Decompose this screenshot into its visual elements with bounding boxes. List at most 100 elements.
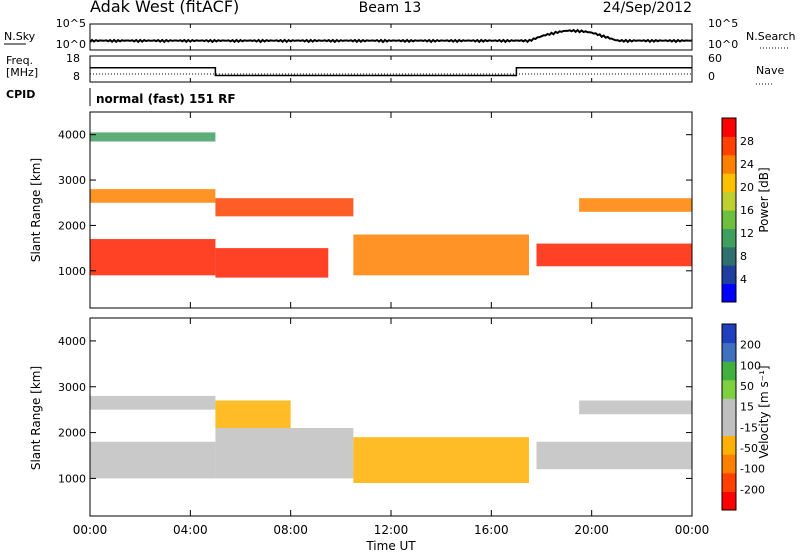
data-region-4 [215,198,354,217]
power-panel: 4000 3000 2000 1000 Slant Range [km] 28 24 20… [29,111,771,309]
colorbar-swatch [722,472,736,492]
colorbar-swatch [722,191,736,211]
colorbar-swatch [722,154,736,174]
y-tick-label: 2000 [58,219,86,232]
data-region-1 [90,189,216,203]
data-region-3 [215,400,291,428]
data-region-2 [215,428,354,479]
velocity-ylabel: Slant Range [km] [29,366,43,470]
data-region-6 [536,243,692,267]
nsky-label: N.Sky [4,30,36,43]
noise-right-tick-top: 10^5 [708,17,738,30]
colorbar-tick-label: 15 [740,401,754,414]
velocity-y-ticks: 4000 3000 2000 1000 [58,335,692,485]
colorbar-tick-label: 50 [740,380,754,393]
power-ylabel: Slant Range [km] [29,158,43,262]
y-tick-label: 4000 [58,129,86,142]
x-tick-label: 00:00 [675,523,710,537]
freq-trace [90,66,692,77]
colorbar-swatch [722,379,736,399]
nsearch-label: N.Search [746,30,796,43]
colorbar-swatch [722,228,736,248]
freq-tick-bottom: 8 [73,70,80,83]
data-region-0 [90,239,216,276]
data-region-3 [215,248,329,278]
noise-right-tick-bottom: 10^0 [708,38,738,51]
y-tick-label: 3000 [58,174,86,187]
colorbar-swatch [722,435,736,455]
colorbar-tick-label: 200 [740,339,761,352]
colorbar-frame [721,323,737,511]
colorbar-tick-label: -100 [740,463,765,476]
y-tick-label: 1000 [58,472,86,485]
velocity-colorbar: 200 100 50 15 -15 -50 -100 -200 [721,323,765,511]
noise-trace [89,28,693,44]
colorbar-swatch [722,210,736,229]
x-tick-label: 16:00 [474,523,509,537]
beam-title: Beam 13 [359,0,422,16]
data-region-5 [353,234,529,276]
colorbar-tick-label: 16 [740,204,754,217]
colorbar-frame [721,117,737,303]
colorbar-swatch [722,265,736,285]
cpid-label: CPID [6,88,35,101]
freq-label-1: Freq. [6,54,33,67]
colorbar-swatch [722,398,736,418]
x-tick-label: 20:00 [574,523,609,537]
colorbar-tick-label: 100 [740,359,761,372]
colorbar-tick-label: 8 [740,250,747,263]
data-region-2 [90,132,216,142]
data-region-7 [579,198,692,212]
time-axis-ticks: 00:00 04:00 08:00 12:00 16:00 20:00 00:00 [73,24,710,537]
colorbar-tick-label: -50 [740,442,758,455]
noise-left-tick-top: 10^5 [56,17,86,30]
y-tick-label: 3000 [58,381,86,394]
colorbar-tick-label: 4 [740,273,747,286]
y-tick-label: 4000 [58,335,86,348]
data-region-4 [353,437,529,483]
time-axis-label: Time UT [365,539,416,553]
power-colorbar: 28 24 20 16 12 8 4 [721,117,754,303]
data-region-6 [579,400,692,415]
colorbar-tick-label: 20 [740,181,754,194]
power-data-regions [90,132,692,278]
y-tick-label: 2000 [58,427,86,440]
colorbar-tick-label: 24 [740,158,754,171]
colorbar-swatch [722,417,736,437]
colorbar-swatch [722,283,736,303]
data-region-0 [90,441,216,479]
colorbar-swatch [722,454,736,474]
freq-tick-top: 18 [66,52,80,65]
velocity-colorbar-label: Velocity [m s⁻¹] [757,365,771,458]
x-tick-label: 08:00 [273,523,308,537]
power-colorbar-label: Power [dB] [757,167,771,232]
nave-tick-bottom: 0 [708,70,715,83]
colorbar-tick-label: -15 [740,421,758,434]
nave-label: Nave [756,64,784,77]
data-region-1 [90,395,216,410]
nave-tick-top: 60 [708,52,722,65]
colorbar-tick-label: -200 [740,483,765,496]
data-region-5 [536,441,692,470]
colorbar-swatch [722,118,736,137]
colorbar-swatch [722,173,736,193]
colorbar-swatch [722,246,736,266]
cpid-text: normal (fast) 151 RF [96,92,236,106]
colorbar-swatch [722,491,736,511]
velocity-panel: 4000 3000 2000 1000 Slant Range [km] 200 100… [29,317,771,517]
x-tick-label: 00:00 [73,523,108,537]
y-tick-label: 1000 [58,265,86,278]
power-y-ticks: 4000 3000 2000 1000 [58,129,692,278]
date-title: 24/Sep/2012 [603,0,692,16]
colorbar-swatch [722,361,736,381]
velocity-data-regions [90,395,692,483]
x-tick-label: 04:00 [173,523,208,537]
colorbar-swatch [722,342,736,362]
colorbar-tick-label: 12 [740,227,754,240]
colorbar-swatch [722,136,736,156]
station-title: Adak West (fitACF) [90,0,239,16]
freq-label-2: [MHz] [6,66,38,79]
noise-left-tick-bottom: 10^0 [56,38,86,51]
colorbar-swatch [722,324,736,344]
